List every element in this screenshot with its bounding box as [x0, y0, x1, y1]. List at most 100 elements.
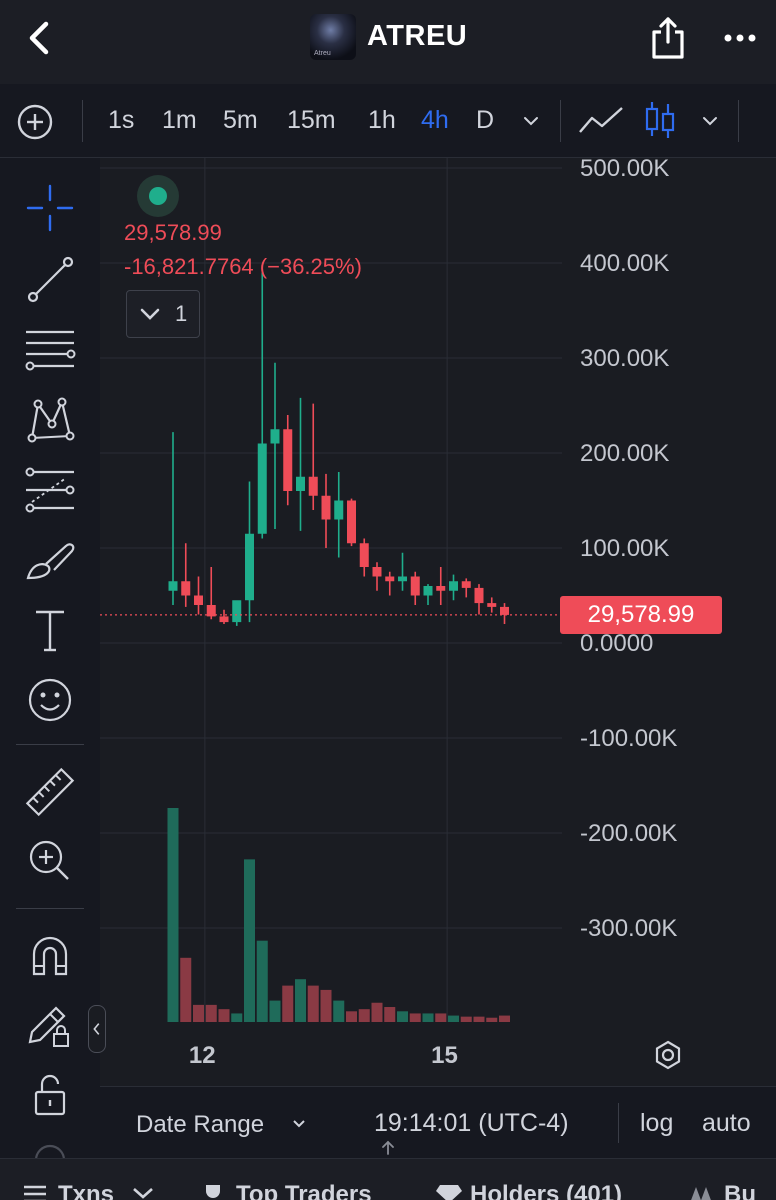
candle-body: [359, 543, 369, 567]
zoom-in-icon[interactable]: [22, 834, 78, 886]
volume-bar: [499, 1015, 510, 1022]
magnet-icon[interactable]: [22, 930, 78, 982]
tab-top-traders[interactable]: Top Traders: [236, 1181, 372, 1200]
volume-bar: [320, 989, 332, 1022]
interval-1s[interactable]: 1s: [108, 106, 135, 134]
time-axis[interactable]: 12 15: [100, 1022, 776, 1086]
toolbar-divider: [16, 744, 84, 745]
candle-body: [194, 595, 203, 605]
projection-icon[interactable]: [22, 464, 78, 516]
volume-bar: [218, 1009, 230, 1022]
back-arrow-icon[interactable]: [20, 18, 60, 58]
chart-toolbar: 1s 1m 5m 15m 1h 4h D: [0, 84, 776, 158]
bottom-tabs: Txns Top Traders Holders (401) Bu: [0, 1158, 776, 1200]
candle-body: [334, 500, 344, 520]
candle-body: [321, 495, 331, 520]
logo-caption: Atreu: [314, 50, 331, 57]
date-range-button[interactable]: Date Range: [136, 1111, 265, 1138]
chevron-down-icon[interactable]: [292, 1119, 306, 1129]
bubble-icon: [691, 1187, 711, 1200]
ruler-icon[interactable]: [22, 766, 78, 818]
tab-txns[interactable]: Txns: [58, 1181, 115, 1200]
tab-holders[interactable]: Holders (401): [470, 1181, 623, 1200]
interval-15m[interactable]: 15m: [287, 106, 336, 134]
interval-1m[interactable]: 1m: [162, 106, 197, 134]
toolbar-divider: [560, 100, 561, 142]
volume-bar: [205, 1004, 217, 1022]
line-chart-icon[interactable]: [578, 106, 624, 136]
footer-divider: [618, 1103, 619, 1143]
interval-1h[interactable]: 1h: [368, 106, 396, 134]
more-options-icon[interactable]: [718, 26, 762, 50]
interval-5m[interactable]: 5m: [223, 106, 258, 134]
status-dot-icon: [137, 175, 179, 217]
auto-scale-toggle[interactable]: auto: [702, 1109, 751, 1137]
crosshair-icon[interactable]: [22, 182, 78, 234]
x-tick-label: 15: [431, 1042, 458, 1069]
volume-bar: [244, 859, 255, 1022]
y-tick-label: 500.00K: [580, 155, 670, 182]
candle-body: [461, 581, 471, 588]
volume-bar: [346, 1011, 357, 1022]
candle-body: [500, 606, 509, 615]
emoji-icon[interactable]: [22, 674, 78, 726]
volume-bar: [371, 1002, 383, 1022]
lock-drawings-icon[interactable]: [22, 1000, 78, 1052]
candle-body: [257, 443, 267, 534]
tab-more[interactable]: Bu: [724, 1181, 756, 1200]
chart-canvas[interactable]: [100, 158, 776, 1022]
candle-body: [296, 476, 305, 491]
clock-time[interactable]: 19:14:01 (UTC-4): [374, 1109, 569, 1137]
add-indicator-icon[interactable]: [16, 103, 54, 141]
share-icon[interactable]: [648, 14, 688, 62]
token-title: ATREU: [367, 20, 468, 52]
volume-bar: [282, 985, 294, 1022]
chevron-down-icon[interactable]: [130, 1183, 156, 1200]
price-chart[interactable]: 500.00K 400.00K 300.00K 200.00K 100.00K 0.000…: [100, 155, 776, 1088]
volume-bar: [333, 1000, 345, 1022]
pattern-icon[interactable]: [22, 394, 78, 446]
volume-bar: [409, 1013, 421, 1022]
candle-body: [283, 429, 293, 491]
brush-icon[interactable]: [22, 534, 78, 586]
y-tick-label: 400.00K: [580, 250, 670, 277]
unlock-icon[interactable]: [22, 1070, 78, 1122]
candle-body: [423, 586, 433, 596]
candlestick-chart-icon[interactable]: [645, 100, 675, 140]
interval-d[interactable]: D: [476, 106, 495, 134]
candle-body: [436, 586, 446, 591]
candle-body: [270, 429, 280, 444]
volume-bar: [384, 1007, 396, 1022]
y-tick-label: 100.00K: [580, 535, 670, 562]
volume-bar: [180, 957, 192, 1022]
text-tool-icon[interactable]: [22, 604, 78, 656]
candle-body: [372, 567, 382, 577]
collapse-toolbar-icon[interactable]: [88, 1005, 106, 1053]
indicator-toggle-button[interactable]: 1: [126, 290, 200, 338]
interval-chevron-down-icon[interactable]: [522, 114, 540, 128]
chart-settings-icon[interactable]: [652, 1039, 684, 1071]
interval-4h[interactable]: 4h: [421, 106, 449, 134]
diamond-icon: [436, 1185, 462, 1200]
legend-price: 29,578.99: [124, 220, 222, 245]
y-tick-label: 0.0000: [580, 630, 654, 657]
volume-bar: [486, 1017, 498, 1022]
drawing-toolbar: [0, 158, 100, 1176]
volume-bar: [358, 1009, 370, 1022]
trophy-icon: [206, 1185, 220, 1198]
chart-type-chevron-down-icon[interactable]: [701, 114, 719, 128]
volume-bar: [167, 808, 179, 1022]
candle-body: [232, 600, 242, 623]
volume-bar: [397, 1011, 408, 1022]
volume-bar: [193, 1004, 204, 1022]
indicator-count: 1: [175, 301, 188, 326]
candle-body: [181, 581, 191, 596]
y-tick-label: -200.00K: [580, 820, 678, 847]
trend-line-icon[interactable]: [22, 254, 78, 306]
volume-bar: [231, 1013, 243, 1022]
horizontal-lines-icon[interactable]: [22, 324, 78, 376]
log-scale-toggle[interactable]: log: [640, 1109, 674, 1137]
volume-bar: [448, 1015, 459, 1022]
volume-bar: [422, 1013, 434, 1022]
volume-bar: [295, 979, 306, 1022]
